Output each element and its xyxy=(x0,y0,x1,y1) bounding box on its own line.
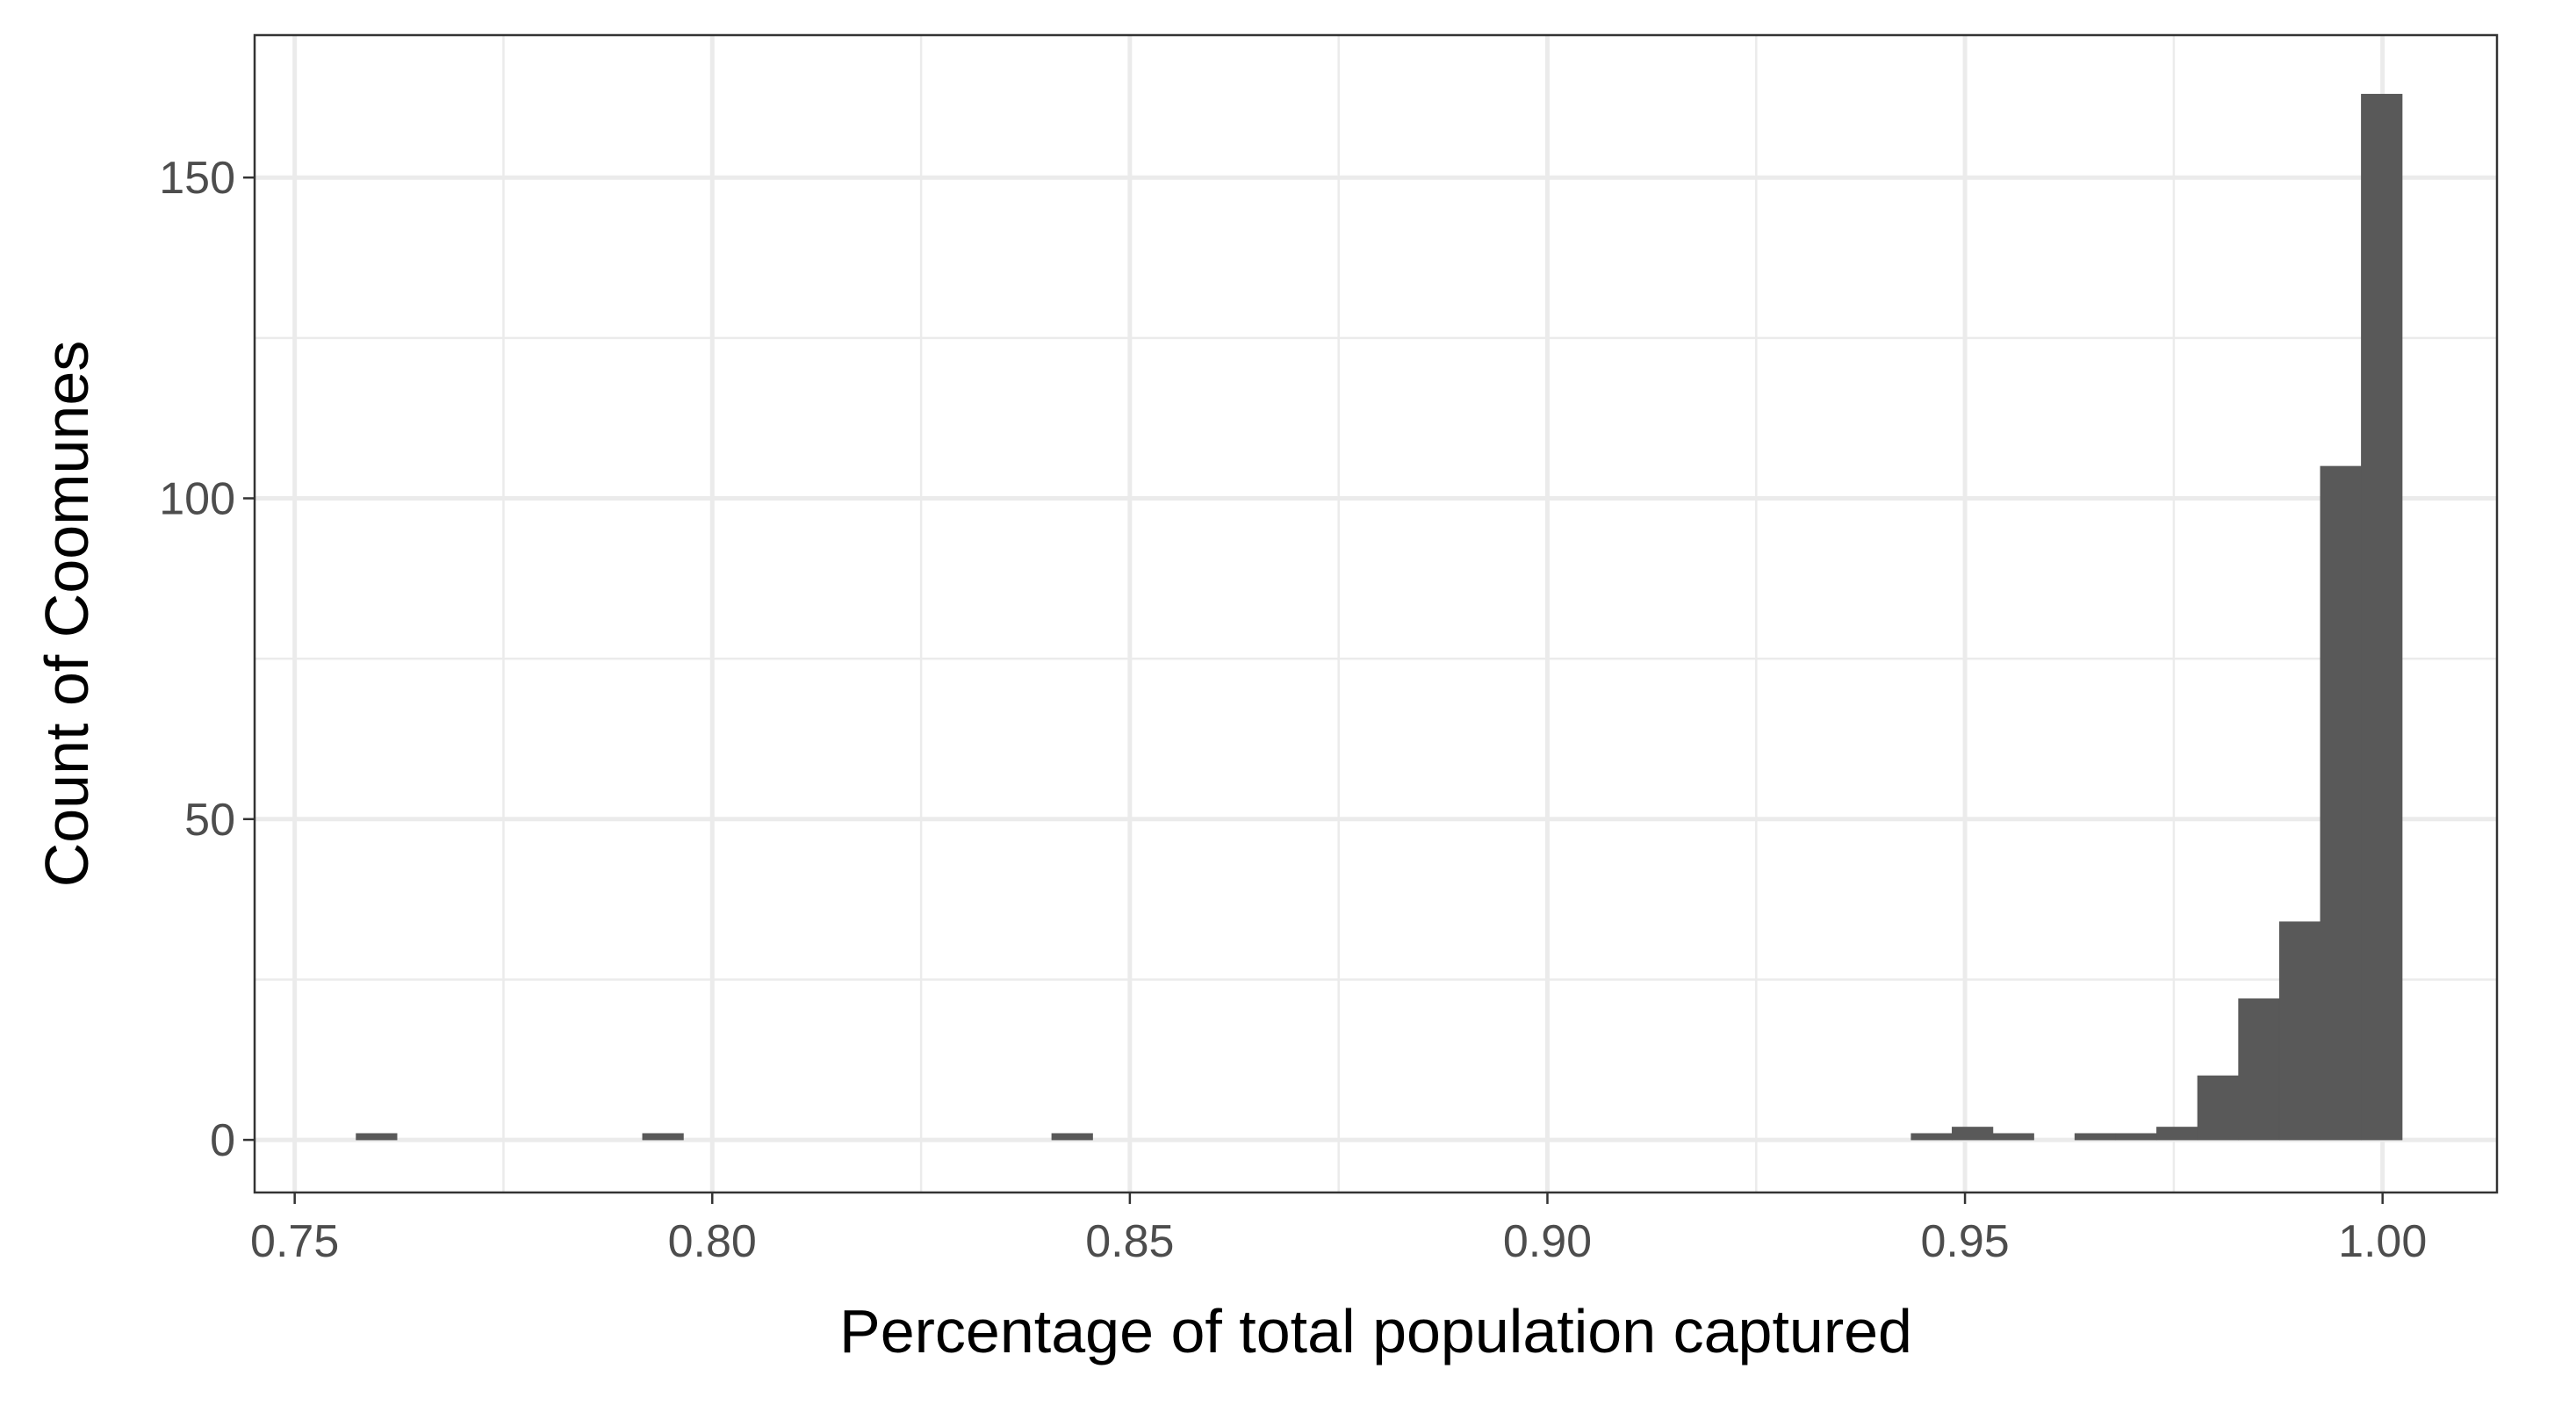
histogram-bar xyxy=(642,1133,684,1141)
histogram-bar xyxy=(1952,1127,1994,1141)
histogram-bar xyxy=(356,1133,398,1141)
x-axis: 0.75 0.80 0.85 0.90 0.95 1.00 xyxy=(250,1192,2427,1267)
histogram-bar xyxy=(2197,1075,2239,1141)
x-tick-label: 1.00 xyxy=(2338,1216,2427,1267)
minor-gridlines xyxy=(255,35,2497,1192)
x-tick-label: 0.85 xyxy=(1085,1216,1174,1267)
histogram-bar xyxy=(2156,1127,2198,1141)
x-tick-label: 0.90 xyxy=(1503,1216,1592,1267)
y-tick-label: 100 xyxy=(159,473,235,524)
x-tick-label: 0.95 xyxy=(1920,1216,2009,1267)
y-tick-label: 50 xyxy=(184,795,235,846)
x-axis-title: Percentage of total population captured xyxy=(839,1297,1912,1365)
histogram-bar xyxy=(2320,465,2362,1141)
histogram-bar xyxy=(2115,1133,2157,1141)
histogram-bar xyxy=(2278,921,2321,1141)
histogram-bar xyxy=(1051,1133,1093,1141)
histogram-bars xyxy=(356,93,2403,1141)
y-tick-label: 150 xyxy=(159,153,235,204)
x-tick-label: 0.75 xyxy=(250,1216,339,1267)
y-axis-title: Count of Coomunes xyxy=(32,341,101,888)
histogram-bar xyxy=(1910,1133,1953,1141)
histogram-bar xyxy=(2361,93,2403,1141)
y-tick-label: 0 xyxy=(210,1115,235,1166)
panel-border xyxy=(253,33,2499,1194)
histogram-bar xyxy=(2238,998,2280,1141)
x-tick-label: 0.80 xyxy=(668,1216,757,1267)
histogram-bar xyxy=(2074,1133,2117,1141)
histogram-bar xyxy=(1992,1133,2034,1141)
y-axis: 0 50 100 150 xyxy=(159,153,255,1166)
